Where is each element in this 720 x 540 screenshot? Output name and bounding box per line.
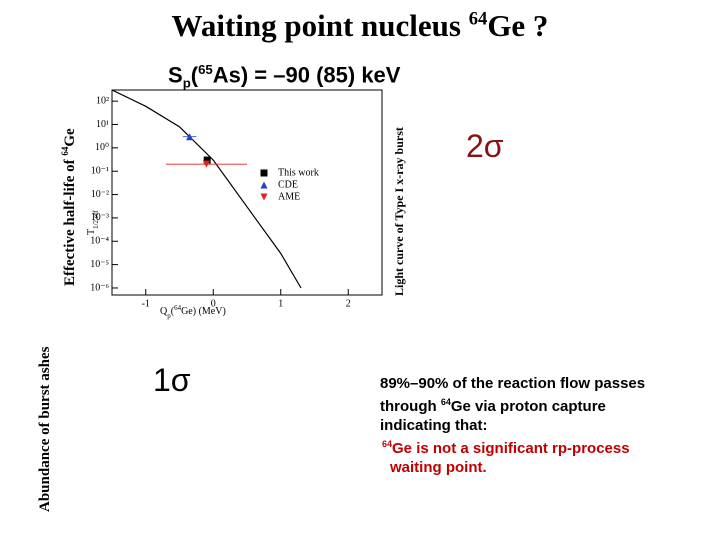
title: Waiting point nucleus 64Ge ? [0, 8, 720, 44]
x-tick-label: -1 [142, 298, 150, 309]
text-segment: 64 [440, 397, 451, 407]
text-segment: 64 [468, 8, 488, 30]
x-tick-label: 1 [278, 298, 283, 309]
note-line: 89%–90% of the reaction flow passes [380, 374, 645, 393]
text-segment: Ge via proton capture [450, 398, 606, 415]
text-segment: 65 [198, 62, 213, 77]
legend-marker [260, 193, 268, 201]
point [203, 156, 211, 164]
note-line: through 64Ge via proton capture [380, 393, 645, 416]
legend-label: CDE [278, 179, 298, 190]
curve [111, 89, 302, 289]
x-axis-label: Qp(64Ge) (MeV) [160, 304, 226, 320]
legend-label: This work [278, 167, 319, 178]
text-segment: through [380, 398, 441, 415]
y-tick-label: 10⁻⁴ [90, 236, 109, 247]
text-segment: Ge) (MeV) [181, 306, 226, 317]
y-tick-label: 10⁻⁶ [90, 282, 109, 293]
note-line: 64Ge is not a significant rp-process [380, 435, 645, 458]
legend-marker [260, 169, 268, 177]
y-tick-label: 10⁻⁵ [90, 259, 109, 270]
point [186, 133, 194, 141]
legend-label: AME [278, 191, 300, 202]
text-segment: waiting point. [390, 459, 487, 476]
text-segment: 64 [174, 304, 182, 312]
text-segment: p [167, 312, 171, 320]
text-segment: Waiting point nucleus [171, 8, 469, 43]
x-tick-label: 0 [211, 298, 216, 309]
legend-marker [260, 181, 268, 189]
text-segment: p [182, 75, 191, 91]
text-segment: Ge ? [487, 8, 549, 43]
point [203, 160, 210, 168]
y-tick-label: 10¹ [96, 119, 109, 130]
y-tick-label: 10² [96, 95, 109, 106]
y-tick-label: 10⁻¹ [91, 165, 109, 176]
x-tick-label: 2 [346, 298, 351, 309]
text-segment: ( [171, 306, 175, 317]
subtitle: Sp(65As) = –90 (85) keV [168, 62, 400, 91]
text-segment: As) = –90 (85) keV [212, 62, 401, 88]
text-segment: Q [160, 306, 168, 317]
y-axis-label: T1/2,eff [86, 210, 99, 235]
text-segment: indicating that: [380, 417, 488, 434]
text-segment: 89%–90% of the reaction flow passes [380, 375, 646, 392]
text-segment: ( [190, 62, 199, 88]
text-segment: T [86, 229, 97, 235]
text-segment: S [168, 62, 183, 88]
note: 89%–90% of the reaction flow passes throu… [380, 374, 645, 477]
y-tick-label: 10⁻³ [91, 212, 109, 223]
sigma-label: 2σ [466, 128, 504, 164]
y-tick-label: 10⁰ [95, 142, 109, 153]
note-line: indicating that: [380, 416, 645, 435]
plot-frame [111, 89, 383, 296]
text-segment: 1/2,eff [92, 210, 100, 229]
text-segment: 64 [382, 439, 393, 449]
note-line: waiting point. [380, 458, 645, 477]
text-segment: Ge is not a significant rp-process [392, 440, 630, 457]
y-tick-label: 10⁻² [91, 189, 109, 200]
sigma-label: 1σ [153, 362, 191, 398]
